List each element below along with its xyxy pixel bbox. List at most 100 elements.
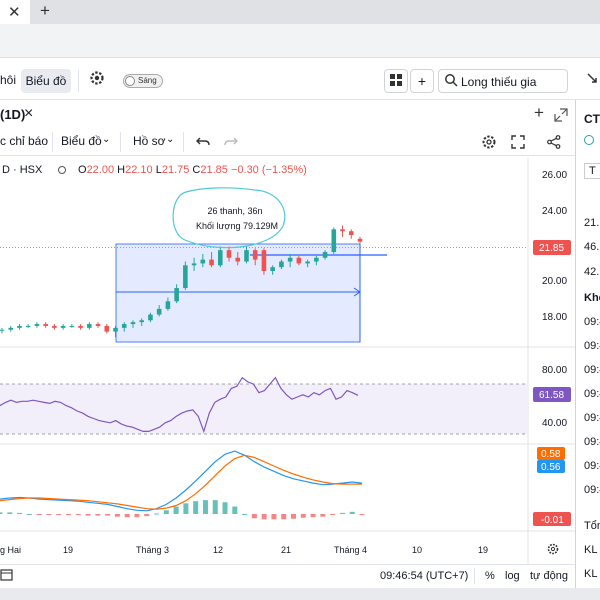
share-icon[interactable] (547, 135, 561, 154)
indicators-button[interactable]: c chỉ báo (0, 134, 49, 148)
open-label: O (78, 164, 87, 176)
fullscreen-icon[interactable] (554, 108, 568, 127)
panel-value: 46. (584, 241, 600, 253)
gear-icon[interactable] (89, 70, 105, 91)
candle-body (95, 324, 101, 326)
candle-body (183, 265, 188, 289)
histogram-bar (271, 514, 277, 520)
change-value: −0.30 (−1.35%) (230, 164, 307, 176)
close-chart-button[interactable]: × (24, 105, 34, 122)
panel-heading: Khớ (584, 292, 600, 304)
histogram-bar (291, 514, 297, 519)
histogram-bar (95, 514, 101, 516)
freehand-circle-drawing[interactable] (172, 187, 286, 249)
time-tick: 21 (281, 545, 291, 555)
fullscreen-chart-icon[interactable] (511, 135, 525, 154)
histogram-bar (183, 503, 189, 514)
symbol-label: D · HSX (2, 164, 43, 176)
panel-row: KL I (584, 544, 600, 556)
rsi-line (0, 376, 359, 434)
macd-histogram (0, 500, 365, 520)
calendar-range-icon[interactable] (0, 568, 14, 585)
histogram-bar (134, 514, 140, 518)
close-value: 21.85 (200, 164, 228, 176)
menu-item-partial[interactable]: hôi (0, 73, 17, 87)
histogram-bar (144, 514, 150, 517)
undo-icon[interactable] (196, 135, 210, 153)
histogram-bar (85, 514, 91, 516)
chevron-down-icon: ⌄ (166, 134, 175, 145)
candle-body (139, 320, 145, 323)
redo-icon[interactable] (224, 135, 238, 153)
macd-badge-2-text: 0.56 (541, 462, 561, 473)
candle-body (331, 229, 337, 253)
settings-gear-icon[interactable] (481, 134, 497, 155)
price-tick: 26.00 (542, 170, 567, 181)
close-label: C (192, 164, 201, 176)
candle-body (296, 257, 302, 264)
candle-body (156, 308, 162, 315)
divider (183, 132, 184, 152)
low-label: L (155, 164, 162, 176)
axis-settings-gear-icon[interactable] (547, 543, 559, 555)
search-text: Long thiếu gia (461, 75, 537, 89)
candle-body (17, 325, 22, 328)
rsi-value-text: 61.58 (539, 390, 564, 401)
signal-line (0, 454, 362, 510)
macd-badge-1-text: 0.58 (541, 449, 561, 460)
histogram-bar (281, 514, 287, 520)
panel-value: 21. (584, 217, 600, 229)
grid-icon (390, 74, 402, 86)
profile-button[interactable]: Hồ sơ (133, 134, 166, 148)
time-tick: 12 (213, 545, 223, 555)
high-value: 22.10 (125, 164, 153, 176)
time-tick: g Hai (0, 545, 21, 555)
histogram-bar (202, 500, 208, 514)
candle-body (305, 261, 310, 264)
theme-toggle[interactable]: Sáng (123, 74, 163, 88)
macd-badge-1 (537, 447, 565, 460)
add-symbol-button[interactable]: + (410, 69, 434, 93)
panel-row: 09:4 (584, 460, 600, 472)
panel-row: 09:4 (584, 316, 600, 328)
current-price-badge (533, 240, 571, 255)
price-chart[interactable]: 26 thanh, 36n Khối lượng 79.129M 26.00 2… (0, 158, 575, 564)
histogram-bar (330, 514, 336, 515)
new-tab-button[interactable]: + (40, 1, 50, 20)
histogram-bar (261, 514, 267, 520)
candle-body (235, 257, 241, 262)
visibility-icon[interactable] (58, 166, 66, 174)
histogram-bar (251, 514, 257, 519)
histogram-badge (533, 512, 571, 526)
chart-view-button[interactable]: Biểu đồ (21, 69, 71, 93)
percent-toggle[interactable]: % (485, 570, 495, 582)
open-value: 22.00 (86, 164, 115, 176)
panel-row: KL I (584, 568, 600, 580)
panel-tab[interactable]: T (584, 163, 600, 179)
divider (120, 132, 121, 152)
histogram-bar (232, 506, 238, 514)
browser-tab[interactable]: ✕ (0, 0, 30, 24)
histogram-bar (222, 502, 228, 514)
layout-grid-button[interactable] (384, 69, 408, 93)
panel-row: 09:4 (584, 388, 600, 400)
rsi-value-badge (533, 387, 571, 402)
browser-footer (0, 588, 600, 600)
candle-body (52, 325, 57, 328)
price-tick: 20.00 (542, 276, 567, 287)
histogram-bar (56, 514, 62, 516)
candle-body (270, 267, 275, 271)
symbol-search[interactable]: Long thiếu gia (438, 69, 568, 93)
log-toggle[interactable]: log (505, 570, 520, 582)
auto-scale-toggle[interactable]: tự động (530, 570, 568, 582)
histogram-bar (310, 514, 316, 518)
add-chart-icon[interactable]: + (534, 103, 544, 122)
panel-row: Tổn (584, 520, 600, 532)
panel-title: CT (584, 112, 600, 126)
close-tab-icon[interactable]: ✕ (8, 4, 21, 21)
price-tick: 18.00 (542, 312, 567, 323)
histogram-bar (173, 506, 179, 514)
chart-type-button[interactable]: Biểu đồ (61, 134, 102, 148)
expand-icon[interactable] (586, 72, 598, 93)
time-tick: 19 (63, 545, 73, 555)
